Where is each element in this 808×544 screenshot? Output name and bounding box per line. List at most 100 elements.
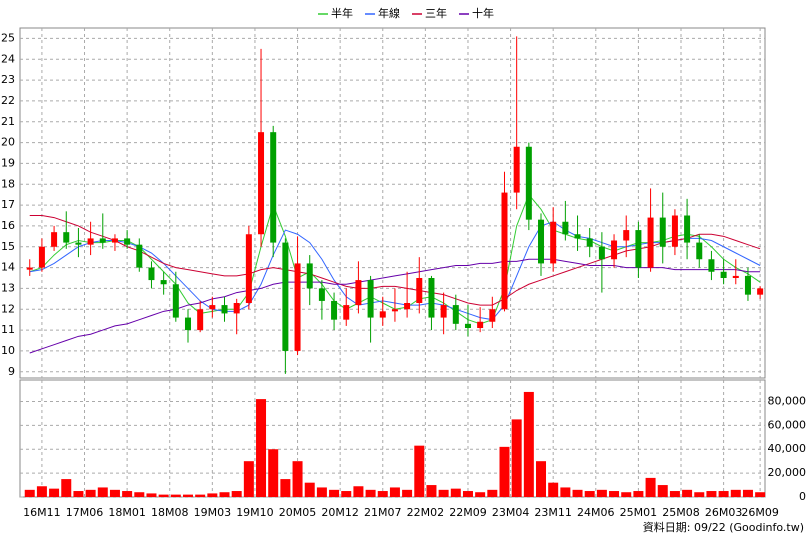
x-tick-label: 22M09 — [449, 506, 487, 519]
candle-body — [294, 263, 301, 351]
volume-bar — [669, 491, 680, 497]
y-tick-label: 40,000 — [768, 442, 807, 455]
y-tick-label: 14 — [1, 261, 15, 274]
candle-body — [671, 215, 678, 247]
volume-bar — [353, 486, 364, 497]
y-tick-label: 9 — [8, 365, 15, 378]
candle-body — [635, 230, 642, 268]
volume-bar — [426, 485, 437, 497]
volume-bar — [24, 489, 35, 497]
candle-body — [611, 240, 618, 260]
legend-label: 十年 — [472, 6, 494, 20]
y-tick-label: 23 — [1, 73, 15, 86]
candle-body — [623, 230, 630, 241]
x-tick-label: 20M05 — [279, 506, 317, 519]
volume-bar — [158, 494, 169, 497]
volume-bar — [438, 489, 449, 497]
candle-body — [343, 305, 350, 320]
volume-bar — [755, 492, 766, 497]
volume-bar — [85, 489, 96, 497]
candle-body — [51, 232, 58, 247]
candle-body — [574, 234, 581, 239]
volume-bar — [596, 489, 607, 497]
candle-body — [379, 311, 386, 318]
candle-body — [489, 309, 496, 322]
candle-body — [124, 238, 131, 245]
candle-body — [233, 303, 240, 314]
y-tick-label: 21 — [1, 115, 15, 128]
volume-bar — [536, 461, 547, 497]
legend-label: 年線 — [378, 6, 400, 20]
candle-body — [647, 217, 654, 268]
footer: 資料日期: 09/22 (Goodinfo.tw) — [643, 520, 804, 534]
volume-bar — [73, 491, 84, 497]
candle-body — [684, 215, 691, 243]
volume-bar — [499, 446, 510, 497]
volume-bar — [402, 489, 413, 497]
candle-body — [708, 259, 715, 272]
y-tick-label: 80,000 — [768, 394, 807, 407]
volume-bar — [584, 491, 595, 497]
volume-bar — [256, 399, 267, 497]
candle-body — [26, 267, 33, 270]
volume-bar — [341, 491, 352, 497]
candle-body — [245, 234, 252, 303]
volume-bar — [170, 494, 181, 497]
y-tick-label: 15 — [1, 240, 15, 253]
volume-bar — [268, 449, 279, 497]
candle-body — [367, 280, 374, 318]
volume-bar — [511, 419, 522, 497]
volume-bar — [97, 487, 108, 497]
y-tick-label: 10 — [1, 344, 15, 357]
x-tick-label: 23M11 — [534, 506, 572, 519]
volume-bar — [36, 486, 47, 497]
candle-body — [513, 146, 520, 193]
volume-bar — [207, 493, 218, 497]
volume-bar — [462, 491, 473, 497]
candle-body — [720, 271, 727, 278]
candle-body — [221, 305, 228, 314]
x-tick-label: 19M10 — [236, 506, 274, 519]
volume-bar — [365, 489, 376, 497]
candle-body — [306, 263, 313, 289]
candle-body — [562, 221, 569, 235]
candle-body — [477, 321, 484, 328]
candle-body — [99, 238, 106, 243]
y-tick-label: 18 — [1, 177, 15, 190]
y-tick-label: 60,000 — [768, 418, 807, 431]
candle-body — [111, 238, 118, 243]
x-tick-label: 25M08 — [662, 506, 700, 519]
volume-bar — [122, 491, 133, 497]
volume-bar — [657, 485, 668, 497]
x-tick-label: 16M11 — [23, 506, 61, 519]
volume-bar — [243, 461, 254, 497]
volume-bar — [329, 489, 340, 497]
volume-bar — [718, 491, 729, 497]
candle-body — [452, 305, 459, 324]
x-tick-label: 21M07 — [364, 506, 402, 519]
volume-bar — [316, 487, 327, 497]
volume-bar — [389, 487, 400, 497]
y-tick-label: 11 — [1, 323, 15, 336]
candle-body — [75, 242, 82, 245]
candle-body — [184, 317, 191, 331]
x-tick-label: 24M06 — [577, 506, 615, 519]
volume-bar — [134, 492, 145, 497]
volume-bar — [49, 488, 60, 497]
volume-bar — [548, 482, 559, 497]
candle-body — [550, 221, 557, 264]
volume-bar — [377, 491, 388, 497]
candle-body — [416, 278, 423, 303]
volume-bar — [146, 493, 157, 497]
candle-body — [331, 300, 338, 320]
volume-bar — [182, 494, 193, 497]
candle-body — [598, 246, 605, 260]
candle-body — [160, 280, 167, 285]
candle-body — [148, 267, 155, 281]
candle-body — [757, 288, 764, 295]
volume-bar — [292, 461, 303, 497]
candle-body — [209, 305, 216, 310]
x-tick-label: 26M09 — [741, 506, 779, 519]
